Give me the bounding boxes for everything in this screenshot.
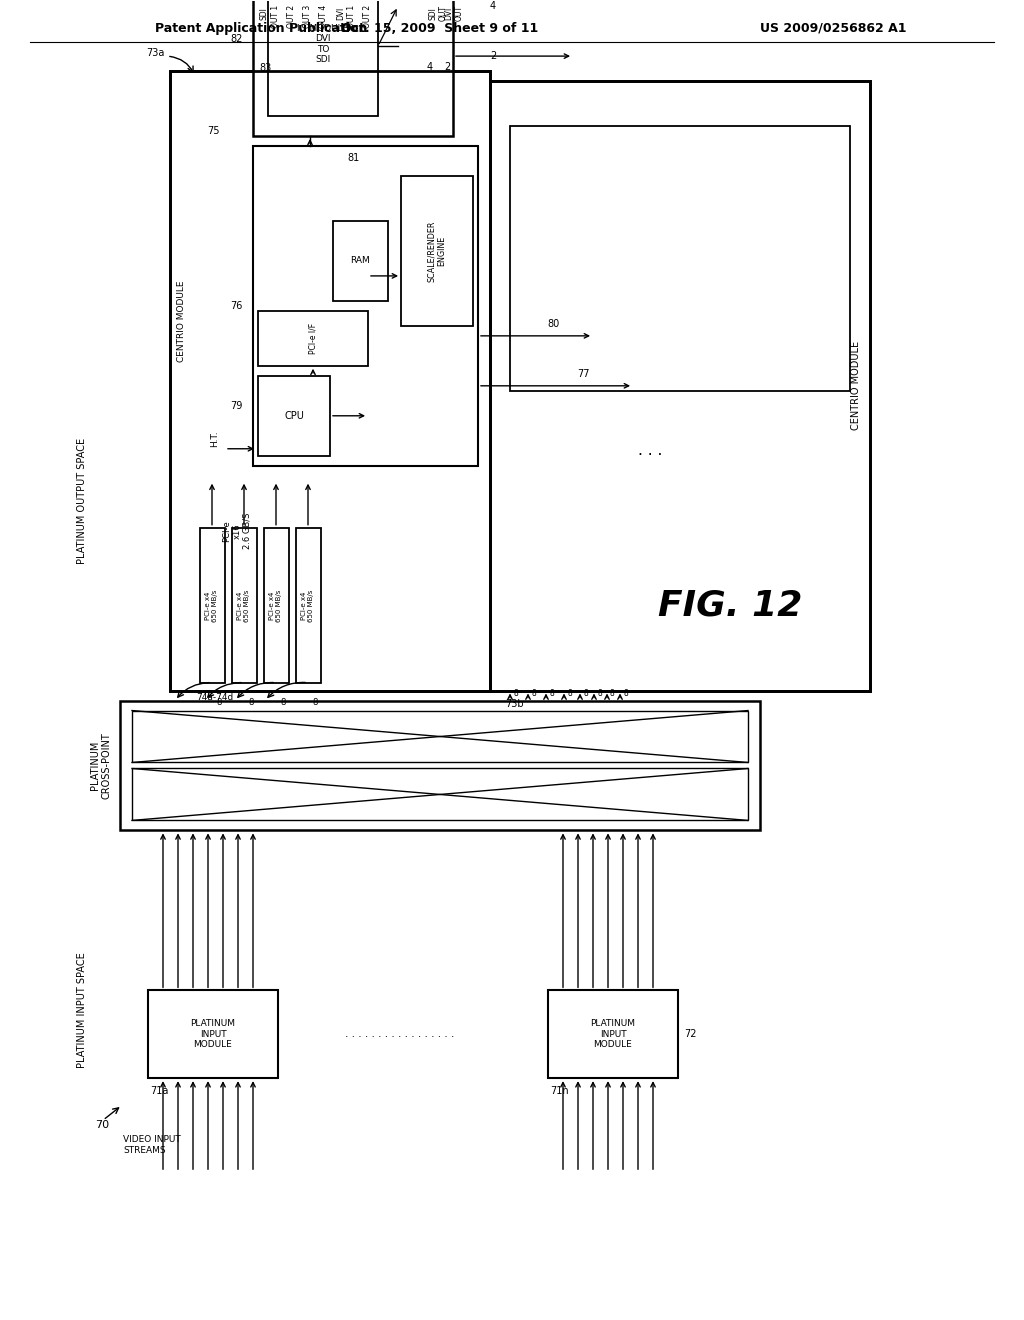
Text: CENTRIO MODULE: CENTRIO MODULE	[177, 280, 186, 362]
Text: 83: 83	[259, 63, 271, 73]
Text: 8: 8	[567, 689, 571, 698]
Bar	[170, 71, 490, 690]
Text: OUT 2: OUT 2	[364, 4, 373, 28]
Text: 75: 75	[207, 125, 219, 136]
Text: 79: 79	[230, 401, 243, 411]
Bar	[548, 990, 678, 1078]
Text: . . . . . . . . . . . . . . . . .: . . . . . . . . . . . . . . . . .	[345, 1030, 455, 1039]
Bar	[132, 710, 748, 763]
Bar	[258, 376, 330, 455]
Text: FIG. 12: FIG. 12	[657, 589, 802, 623]
Text: PLATINUM INPUT SPACE: PLATINUM INPUT SPACE	[77, 953, 87, 1068]
Text: 4: 4	[427, 62, 433, 73]
Bar	[170, 71, 490, 690]
Bar	[120, 701, 760, 830]
Text: 8: 8	[610, 689, 614, 698]
Bar	[132, 768, 748, 821]
Text: PCI-e x4
650 MB/s: PCI-e x4 650 MB/s	[269, 590, 283, 622]
Bar	[200, 528, 225, 682]
Text: 8: 8	[513, 689, 518, 698]
Text: OUT 3: OUT 3	[302, 4, 311, 28]
Bar	[333, 220, 388, 301]
Bar	[490, 81, 870, 690]
Text: 8: 8	[280, 698, 286, 708]
Text: 71a: 71a	[150, 1086, 168, 1096]
Text: 72: 72	[684, 1030, 696, 1039]
Text: OUT 1: OUT 1	[270, 4, 280, 28]
Text: PLATINUM OUTPUT SPACE: PLATINUM OUTPUT SPACE	[77, 438, 87, 564]
Text: PCI-e x4
650 MB/s: PCI-e x4 650 MB/s	[301, 590, 314, 622]
Text: 71n: 71n	[550, 1086, 568, 1096]
Text: H.T.: H.T.	[211, 430, 219, 447]
Text: 8: 8	[248, 698, 253, 708]
Text: 76: 76	[230, 301, 243, 312]
Text: 73b: 73b	[505, 698, 523, 709]
Text: CPU: CPU	[284, 411, 304, 421]
Text: RAM: RAM	[350, 256, 370, 265]
Text: DVI
OUT: DVI OUT	[444, 5, 464, 21]
Text: 8: 8	[312, 698, 317, 708]
Text: VIDEO INPUT
STREAMS: VIDEO INPUT STREAMS	[123, 1135, 181, 1155]
Text: OUT 1: OUT 1	[347, 4, 356, 28]
Bar	[510, 125, 850, 391]
Text: SDI: SDI	[259, 7, 268, 20]
Bar	[232, 528, 257, 682]
Text: US 2009/0256862 A1: US 2009/0256862 A1	[760, 21, 906, 34]
Text: Oct. 15, 2009  Sheet 9 of 11: Oct. 15, 2009 Sheet 9 of 11	[341, 21, 539, 34]
Text: 8: 8	[623, 689, 628, 698]
Text: 77: 77	[577, 368, 589, 379]
Text: SDI
OUT: SDI OUT	[428, 5, 447, 21]
Bar	[253, 147, 478, 466]
Text: PLATINUM
INPUT
MODULE: PLATINUM INPUT MODULE	[591, 1019, 636, 1049]
Text: 80: 80	[547, 319, 559, 329]
Bar	[268, 0, 378, 116]
Text: PCI-e
x16
2.6 GB/S: PCI-e x16 2.6 GB/S	[222, 512, 252, 549]
Text: 82: 82	[230, 34, 243, 44]
Text: 73a: 73a	[146, 48, 165, 58]
Text: PCI-e x4
650 MB/s: PCI-e x4 650 MB/s	[206, 590, 218, 622]
Bar	[401, 176, 473, 326]
Text: OUT 4: OUT 4	[318, 4, 328, 28]
Text: 2: 2	[489, 51, 496, 61]
Text: 8: 8	[597, 689, 602, 698]
Text: 8: 8	[216, 698, 221, 708]
Text: 4: 4	[489, 1, 496, 11]
Bar	[264, 528, 289, 682]
Text: PLATINUM
INPUT
MODULE: PLATINUM INPUT MODULE	[190, 1019, 236, 1049]
Text: 8: 8	[583, 689, 588, 698]
Text: OUT 2: OUT 2	[287, 4, 296, 28]
Text: DVI: DVI	[337, 7, 345, 20]
Text: 8: 8	[549, 689, 554, 698]
Bar	[490, 81, 870, 690]
Text: PCI-e I/F: PCI-e I/F	[308, 323, 317, 354]
Text: PCI-e x4
650 MB/s: PCI-e x4 650 MB/s	[238, 590, 251, 622]
Text: Patent Application Publication: Patent Application Publication	[155, 21, 368, 34]
Text: . . .: . . .	[638, 444, 663, 458]
Text: SCALE/RENDER
ENGINE: SCALE/RENDER ENGINE	[427, 220, 446, 281]
Text: 81: 81	[347, 153, 359, 162]
Bar	[296, 528, 321, 682]
Bar	[253, 0, 453, 136]
Text: IO MODULE
DVI
TO
SDI: IO MODULE DVI TO SDI	[297, 24, 348, 65]
Text: 8: 8	[531, 689, 536, 698]
Text: PLATINUM
CROSS-POINT: PLATINUM CROSS-POINT	[90, 733, 112, 799]
Text: 70: 70	[95, 1121, 110, 1130]
Text: CENTRIO MODULE: CENTRIO MODULE	[851, 342, 861, 430]
Bar	[258, 312, 368, 366]
Bar	[148, 990, 278, 1078]
Text: 74a-74d: 74a-74d	[196, 693, 233, 702]
Text: 2: 2	[443, 62, 451, 73]
